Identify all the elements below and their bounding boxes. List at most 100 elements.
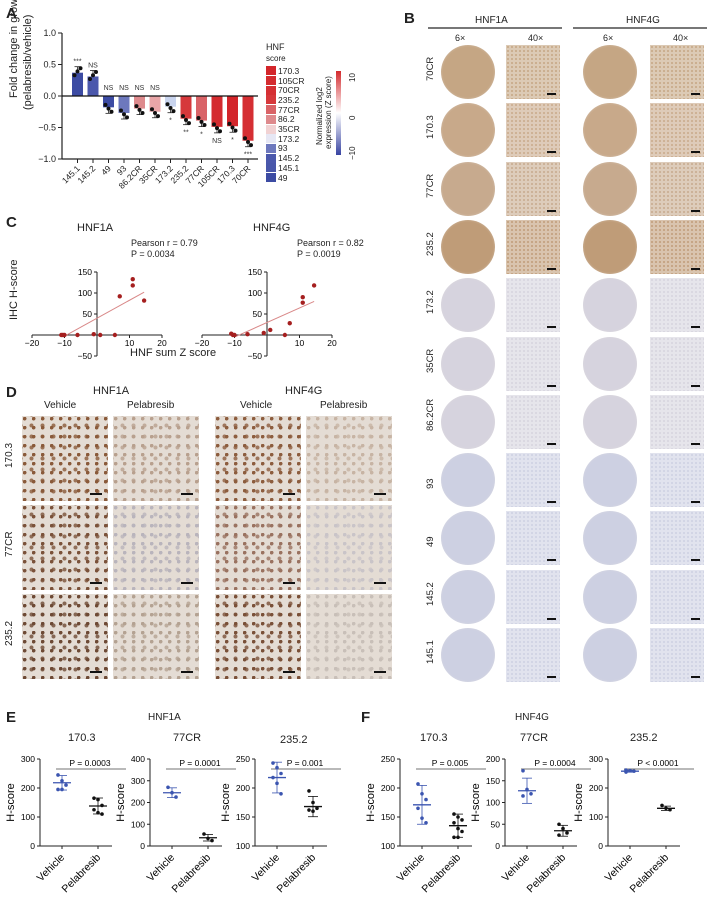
svg-text:H-score: H-score (115, 783, 127, 822)
tma-core-40x (650, 103, 704, 158)
colorbar-label-1: Normalized log2 (315, 87, 324, 145)
svg-text:**: ** (183, 130, 189, 137)
svg-text:200: 200 (486, 754, 500, 764)
svg-text:50: 50 (83, 309, 93, 319)
svg-text:−50: −50 (78, 351, 93, 361)
svg-text:Vehicle: Vehicle (250, 852, 283, 885)
svg-text:0: 0 (495, 841, 500, 851)
legend-label: 145.1 (278, 162, 300, 173)
svg-text:50: 50 (253, 309, 263, 319)
panel-c-title-1: HNF1A (77, 222, 114, 234)
scale-bar (691, 151, 700, 154)
scale-bar (547, 559, 556, 562)
svg-text:150: 150 (78, 267, 92, 277)
tma-core-6x (583, 569, 637, 624)
panel-f-subtitle-3: 235.2 (630, 732, 658, 744)
svg-text:20: 20 (327, 338, 337, 348)
svg-text:−10: −10 (57, 338, 72, 348)
tma-core-40x (650, 161, 704, 216)
panel-b-row-label: 173.2 (425, 290, 436, 315)
panel-d-row-label: 77CR (4, 531, 15, 557)
panel-b-group-2: HNF4G (626, 15, 660, 26)
svg-text:200: 200 (381, 783, 395, 793)
tma-core-6x (583, 628, 637, 682)
panel-b-row-label: 77CR (425, 173, 436, 198)
svg-text:250: 250 (381, 754, 395, 764)
panel-c-p-1: P = 0.0034 (131, 249, 175, 259)
svg-text:Pelabresib: Pelabresib (60, 852, 104, 896)
tma-core-6x (441, 453, 495, 508)
tma-core-6x (441, 511, 495, 566)
tma-core-6x (583, 161, 637, 216)
svg-text:*: * (200, 132, 203, 139)
legend-label: 105CR (278, 75, 305, 86)
svg-text:150: 150 (381, 812, 395, 822)
svg-text:H-score: H-score (470, 783, 482, 822)
legend-swatch (266, 105, 276, 115)
scale-bar (181, 493, 193, 495)
panel-f-subtitle-1: 170.3 (420, 732, 448, 744)
tma-core-40x (650, 394, 704, 449)
legend-label: 173.2 (278, 133, 300, 144)
tma-core-6x (441, 103, 495, 158)
svg-text:49: 49 (99, 163, 113, 177)
tma-core-6x (583, 103, 637, 158)
svg-text:P = 0.0004: P = 0.0004 (534, 758, 575, 768)
svg-text:−20: −20 (195, 338, 210, 348)
tma-core-40x (506, 278, 560, 333)
tma-core-40x (650, 569, 704, 624)
svg-text:100: 100 (236, 841, 250, 851)
scale-bar (691, 617, 700, 620)
svg-text:−20: −20 (25, 338, 40, 348)
svg-text:100: 100 (486, 798, 500, 808)
scale-bar (547, 151, 556, 154)
tma-core-6x (441, 628, 495, 682)
svg-text:NS: NS (150, 85, 160, 92)
scale-bar (374, 582, 386, 584)
micrograph-image (113, 505, 199, 590)
tma-core-6x (441, 278, 495, 333)
tma-core-40x (506, 628, 560, 682)
legend-item: 235.2 (266, 95, 299, 105)
panel-b-group-1: HNF1A (475, 15, 508, 26)
scale-bar (547, 676, 556, 678)
scale-bar (547, 267, 556, 270)
panel-c-p-2: P = 0.0019 (297, 249, 341, 259)
panel-b-row-label: 70CR (425, 56, 436, 81)
panel-a-letter: A (6, 5, 17, 22)
panel-b-mag-1: 6× (455, 33, 466, 43)
svg-text:NS: NS (135, 85, 145, 92)
legend-swatch (266, 153, 276, 163)
tma-core-6x (583, 45, 637, 99)
scale-bar (374, 493, 386, 495)
svg-text:100: 100 (589, 812, 603, 822)
svg-text:P = 0.0003: P = 0.0003 (69, 758, 110, 768)
legend-label: 49 (278, 172, 288, 183)
legend-swatch (266, 163, 276, 173)
legend-label: 77CR (278, 104, 300, 115)
svg-text:0: 0 (598, 841, 603, 851)
legend-swatch (266, 124, 276, 134)
tma-core-40x (506, 569, 560, 624)
legend-item: 35CR (266, 124, 300, 134)
panel-d-letter: D (6, 384, 17, 401)
legend-label: 170.3 (278, 65, 300, 76)
micrograph-image (113, 416, 199, 501)
panel-b-group-2-line (573, 27, 707, 29)
svg-text:Pelabresib: Pelabresib (628, 852, 672, 896)
panel-d-group-1: HNF1A (93, 385, 130, 397)
tma-core-6x (583, 394, 637, 449)
scale-bar (283, 671, 295, 673)
svg-text:−10: −10 (227, 338, 242, 348)
tma-core-6x (583, 336, 637, 391)
tma-core-6x (583, 219, 637, 274)
svg-text:H-score: H-score (220, 783, 232, 822)
tma-core-6x (583, 511, 637, 566)
colorbar-label-2: expression (Z score) (324, 76, 333, 149)
svg-text:Pelabresib: Pelabresib (170, 852, 214, 896)
panel-d-row-label: 170.3 (4, 442, 15, 468)
svg-text:NS: NS (119, 85, 129, 92)
panel-a-bar-chart: 1.00.50.0−0.5−1.0***145.1NS145.2NS49NS93… (38, 28, 258, 191)
tma-core-40x (650, 219, 704, 274)
legend-label: 93 (278, 143, 288, 154)
